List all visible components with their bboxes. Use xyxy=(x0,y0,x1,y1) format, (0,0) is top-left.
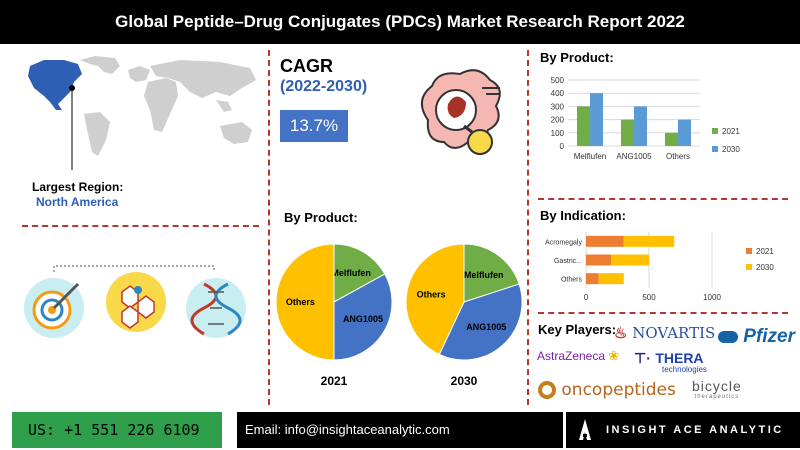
hbar-legend-swatch-2030 xyxy=(746,264,752,270)
footer-email[interactable]: Email: info@insightaceanalytic.com xyxy=(237,412,563,448)
hbar-ytick-others: Others xyxy=(561,277,583,284)
hbar-ytick-acromegaly: Acromegaly xyxy=(545,239,582,246)
page-title: Global Peptide–Drug Conjugates (PDCs) Ma… xyxy=(0,0,800,44)
bar-ytick-400: 400 xyxy=(551,89,565,98)
world-map xyxy=(28,56,256,170)
footer-brand: INSIGHT ACE ANALYTIC xyxy=(566,412,800,448)
cagr-label: CAGR xyxy=(280,56,333,76)
oncopeptides-circle-icon xyxy=(538,381,556,399)
horizontal-divider-right-1 xyxy=(538,198,788,200)
horizontal-divider-right-2 xyxy=(538,312,788,314)
footer-phone: US: +1 551 226 6109 xyxy=(12,412,222,448)
thera-logo: ⊤· THERA technologies xyxy=(634,350,707,374)
brain-icon xyxy=(421,69,501,155)
hbar-gastric-2021 xyxy=(586,254,612,266)
bar-xtick-melflufen: Melflufen xyxy=(574,152,606,161)
hbar-legend-label-2030: 2030 xyxy=(756,263,774,272)
pie-year-label-2030: 2030 xyxy=(451,374,478,388)
bar-ang1005-2030 xyxy=(634,106,647,146)
north-america-highlight xyxy=(28,60,82,110)
pie-label-2021-melflufen: Melflufen xyxy=(331,268,371,278)
bar-xtick-ang1005: ANG1005 xyxy=(616,152,652,161)
hbar-gastric-2030 xyxy=(611,254,649,266)
bar-melflufen-2030 xyxy=(590,93,603,146)
hbar-xtick-500: 500 xyxy=(642,293,656,302)
decorative-icons xyxy=(24,265,246,338)
hbar-legend-swatch-2021 xyxy=(746,248,752,254)
hbar-xtick-1000: 1000 xyxy=(703,293,721,302)
molecule-icon xyxy=(106,272,166,332)
bar-xtick-others: Others xyxy=(666,152,690,161)
bar-ytick-100: 100 xyxy=(551,129,565,138)
novartis-logo: ♨ NOVARTIS xyxy=(614,324,716,342)
pie-label-2030-ang1005: ANG1005 xyxy=(466,322,506,332)
bar-others-2030 xyxy=(678,119,691,146)
indication-bar-chart: 0 500 1000 Acromegaly Gastric... Others 2021 20… xyxy=(545,232,774,302)
bar-legend-swatch-2030 xyxy=(712,146,718,152)
pfizer-pill-icon xyxy=(718,330,738,343)
pie-label-2030-melflufen: Melflufen xyxy=(464,270,504,280)
bar-ang1005-2021 xyxy=(621,119,634,146)
vertical-divider-right xyxy=(527,50,529,405)
astrazeneca-swirl-icon: ❀ xyxy=(608,348,620,363)
indication-title: By Indication: xyxy=(540,208,626,223)
dna-icon xyxy=(186,278,246,338)
product-bar-chart: 0 100 200 300 400 500 Melflufen ANG1005 Others 20… xyxy=(551,76,741,161)
cagr-value: 13.7% xyxy=(280,110,348,142)
vertical-divider-left xyxy=(268,50,270,405)
hbar-acromegaly-2021 xyxy=(586,235,624,247)
largest-region-label: Largest Region: xyxy=(32,180,124,194)
insight-ace-logo-icon xyxy=(579,419,591,440)
novartis-flame-icon: ♨ xyxy=(614,324,628,342)
pie-slice-2030-others xyxy=(405,243,465,356)
hbar-ytick-gastric: Gastric... xyxy=(554,258,582,265)
bar-product-title: By Product: xyxy=(540,50,614,65)
pie-label-2021-ang1005: ANG1005 xyxy=(343,314,383,324)
pie-label-2021-others: Others xyxy=(286,297,315,307)
bar-legend-label-2030: 2030 xyxy=(722,145,740,154)
hbar-others-2030 xyxy=(598,273,624,285)
bar-ytick-200: 200 xyxy=(551,116,565,125)
pie-slice-2030-melflufen xyxy=(463,243,520,303)
pfizer-logo: Pfizer xyxy=(718,326,795,348)
target-icon xyxy=(24,278,84,338)
pie-slice-2021-ang1005 xyxy=(333,273,393,361)
bicycle-logo: bicycle therapeutics xyxy=(692,378,742,400)
pie-label-2030-others: Others xyxy=(417,290,446,300)
oncopeptides-logo: oncopeptides xyxy=(538,380,676,400)
pie-year-label-2021: 2021 xyxy=(321,374,348,388)
bar-ytick-0: 0 xyxy=(560,142,565,151)
hbar-xtick-0: 0 xyxy=(584,293,589,302)
hbar-acromegaly-2030 xyxy=(623,235,675,247)
hbar-others-2021 xyxy=(586,273,599,285)
pie-section-title: By Product: xyxy=(284,210,358,225)
product-pie-charts: Melflufen ANG1005 Others 2021 Melflufen ANG10… xyxy=(275,243,523,388)
pie-slice-2021-melflufen xyxy=(333,243,386,303)
pie-slice-2030-ang1005 xyxy=(438,283,523,361)
key-players-label: Key Players: xyxy=(538,322,617,337)
largest-region-value: North America xyxy=(36,195,119,209)
cagr-period: (2022-2030) xyxy=(280,78,368,95)
bar-others-2021 xyxy=(665,132,678,146)
bar-ytick-300: 300 xyxy=(551,102,565,111)
bar-ytick-500: 500 xyxy=(551,76,565,85)
pie-slice-2021-others xyxy=(275,243,335,361)
bar-legend-swatch-2021 xyxy=(712,128,718,134)
thera-t-icon: ⊤· xyxy=(634,350,651,366)
horizontal-divider-left xyxy=(22,225,259,227)
hbar-legend-label-2021: 2021 xyxy=(756,247,774,256)
bar-legend-label-2021: 2021 xyxy=(722,127,740,136)
bar-melflufen-2021 xyxy=(577,106,590,146)
astrazeneca-logo: AstraZeneca ❀ xyxy=(537,348,620,363)
